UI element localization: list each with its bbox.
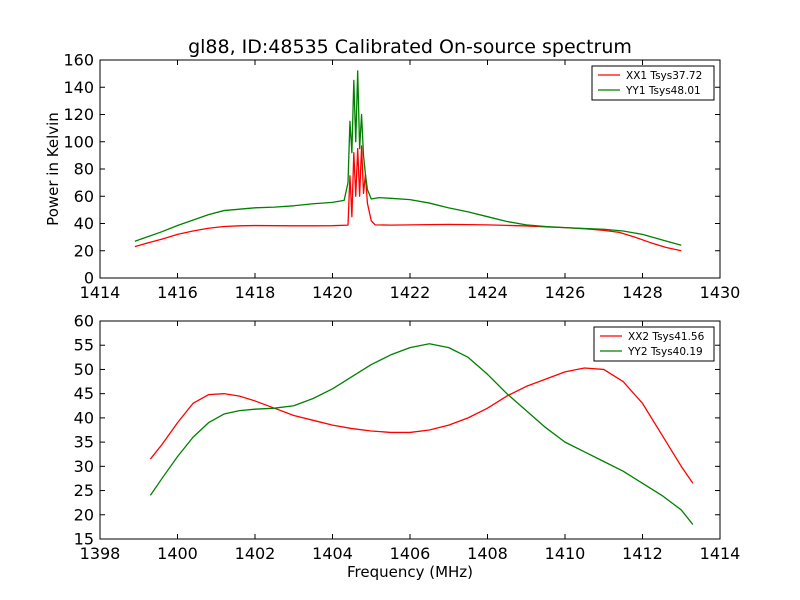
y-tick-label: 50 [74, 360, 94, 379]
y-tick-label: 45 [74, 384, 94, 403]
x-tick-label: 1420 [312, 283, 353, 302]
x-tick-label: 1418 [235, 283, 276, 302]
x-tick-label: 1416 [157, 283, 198, 302]
legend-label: YY1 Tsys48.01 [625, 85, 701, 97]
legend-label: XX2 Tsys41.56 [628, 331, 705, 343]
legend-label: XX1 Tsys37.72 [626, 70, 702, 82]
y-tick-label: 160 [63, 51, 94, 70]
y-tick-label: 60 [74, 187, 94, 206]
y-axis-label: Power in Kelvin [44, 112, 62, 226]
y-tick-label: 40 [74, 408, 94, 427]
series-line-2 [149, 343, 694, 525]
x-tick-label: 1414 [80, 283, 121, 302]
x-tick-label: 1398 [80, 544, 121, 563]
x-tick-label: 1406 [390, 544, 431, 563]
x-tick-label: 1414 [700, 544, 741, 563]
series-line-1 [149, 367, 694, 484]
y-tick-label: 55 [74, 336, 94, 355]
legend-box [591, 65, 715, 101]
x-tick-label: 1430 [700, 283, 741, 302]
x-tick-label: 1410 [545, 544, 586, 563]
y-tick-label: 20 [74, 505, 94, 524]
y-tick-label: 30 [74, 457, 94, 476]
x-tick-label: 1412 [622, 544, 663, 563]
x-tick-label: 1428 [622, 283, 663, 302]
x-tick-label: 1424 [467, 283, 508, 302]
chart-title: gl88, ID:48535 Calibrated On-source spec… [188, 36, 632, 58]
y-tick-label: 35 [74, 433, 94, 452]
x-tick-label: 1402 [235, 544, 276, 563]
top-panel: 1414 1416 1418 1420 1422 1424 1426 1428 1430 0 20 4… [44, 51, 740, 303]
x-tick-label: 1408 [467, 544, 508, 563]
y-tick-label: 100 [63, 132, 94, 151]
y-tick-label: 40 [74, 214, 94, 233]
y-tick-label: 140 [63, 78, 94, 97]
y-tick-label: 80 [74, 160, 94, 179]
y-tick-label: 15 [74, 530, 94, 549]
y-tick-label: 60 [74, 312, 94, 331]
y-tick-label: 25 [74, 481, 94, 500]
y-tick-label: 20 [74, 241, 94, 260]
legend-box [593, 326, 715, 362]
legend-label: YY2 Tsys40.19 [627, 346, 703, 358]
series-line-2 [134, 70, 682, 246]
y-tick-label: 0 [84, 269, 94, 288]
x-tick-label: 1422 [390, 283, 431, 302]
x-tick-label: 1404 [312, 544, 353, 563]
x-tick-label: 1400 [157, 544, 198, 563]
y-tick-label: 120 [63, 105, 94, 124]
legend: XX1 Tsys37.72 YY1 Tsys48.01 [591, 65, 715, 101]
legend: XX2 Tsys41.56 YY2 Tsys40.19 [593, 326, 715, 362]
x-tick-label: 1426 [545, 283, 586, 302]
bottom-panel: 1398 1400 1402 1404 1406 1408 1410 1412 1414 15 20… [74, 312, 741, 582]
x-axis-label: Frequency (MHz) [347, 563, 473, 581]
